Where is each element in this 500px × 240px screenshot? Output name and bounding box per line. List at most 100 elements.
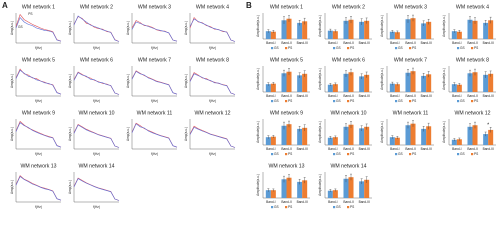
x-tick-label: Band-III — [359, 200, 370, 204]
x-axis-label: f(Hz) — [35, 152, 42, 156]
y-axis-label: Amp(a.u.) — [184, 74, 188, 88]
legend-label: PS — [412, 46, 416, 50]
bar — [426, 126, 432, 145]
bar — [286, 124, 292, 145]
bar — [364, 20, 370, 39]
legend-swatch — [347, 100, 350, 103]
axis — [15, 119, 61, 150]
error-bar — [288, 120, 291, 128]
x-tick-label: Band-II — [405, 94, 415, 98]
bar — [327, 30, 333, 39]
bar — [451, 31, 457, 39]
error-bar — [412, 120, 415, 127]
chart-title: WM network 14 — [330, 163, 366, 169]
bar — [327, 137, 333, 145]
x-tick-label: Band-II — [281, 41, 291, 45]
error-bar — [334, 188, 337, 192]
x-tick-label: Band-I — [452, 94, 462, 98]
legend-swatch — [347, 47, 350, 50]
error-bar — [468, 69, 471, 77]
x-tick-label: Band-I — [452, 147, 462, 151]
chart-title: WM network 3 — [138, 4, 171, 10]
error-bar — [474, 68, 477, 76]
spectrum-line — [73, 177, 120, 201]
legend-label: GS — [336, 205, 341, 209]
error-bar — [474, 17, 477, 24]
axis — [15, 66, 61, 97]
bar — [426, 21, 432, 39]
error-bar — [282, 175, 285, 183]
bar — [405, 19, 411, 39]
error-bar — [360, 178, 363, 184]
bar — [286, 177, 292, 198]
axis — [386, 119, 434, 146]
legend-swatch — [333, 100, 336, 103]
bar — [332, 137, 338, 145]
x-axis-label: f(Hz) — [93, 152, 100, 156]
y-axis-label: Amp(a.u.) — [68, 74, 72, 88]
bar — [405, 72, 411, 92]
spectrum-line — [15, 16, 62, 42]
error-bar — [334, 82, 337, 86]
spectrum-line — [131, 21, 178, 42]
spectrum-line — [189, 16, 236, 42]
x-tick-label: Band-III — [297, 41, 308, 45]
legend-label: PS — [474, 99, 478, 103]
error-bar — [272, 30, 275, 34]
chart-title: WM network 1 — [22, 4, 55, 10]
y-axis-label: Amp(a.u.) — [126, 21, 130, 35]
x-tick-label: Band-III — [483, 147, 494, 151]
x-tick-label: Band-I — [328, 41, 338, 45]
error-bar — [272, 82, 275, 85]
x-tick-label: Band-II — [281, 147, 291, 151]
error-bar — [303, 18, 306, 25]
spectrum-line — [73, 15, 120, 42]
axis — [324, 13, 372, 40]
legend-label: PS — [28, 12, 32, 16]
y-axis-label: Amplitude(a.u.) — [442, 68, 446, 90]
error-bar — [422, 126, 425, 132]
error-bar — [474, 121, 477, 129]
x-tick-label: Band-I — [266, 147, 276, 151]
bar — [394, 84, 400, 92]
error-bar — [468, 123, 471, 130]
axis — [73, 172, 119, 203]
x-axis-label: f(Hz) — [209, 99, 216, 103]
bar — [364, 126, 370, 145]
axis — [262, 172, 310, 199]
y-axis-label: Amp(a.u.) — [184, 21, 188, 35]
legend-label: PS — [350, 46, 354, 50]
spectrum-line — [73, 71, 120, 95]
bar — [483, 134, 489, 145]
x-tick-label: Band-I — [328, 94, 338, 98]
bar — [281, 179, 287, 198]
error-bar — [282, 16, 285, 24]
bar — [472, 72, 478, 92]
legend-label: GS — [274, 46, 279, 50]
bar — [483, 74, 489, 92]
legend-label: GS — [460, 152, 465, 156]
bar — [421, 23, 427, 39]
bar — [281, 73, 287, 92]
axis — [324, 172, 372, 199]
legend-label: PS — [350, 205, 354, 209]
legend-swatch — [271, 153, 274, 156]
spectrum-line — [189, 73, 236, 95]
y-axis-label: Amp(a.u.) — [10, 127, 14, 141]
x-tick-label: Band-II — [467, 41, 477, 45]
bar — [265, 84, 271, 92]
bar — [286, 71, 292, 92]
x-tick-label: Band-III — [359, 147, 370, 151]
bar — [394, 32, 400, 39]
error-bar — [288, 174, 291, 181]
bar — [302, 180, 308, 198]
bar — [343, 20, 349, 39]
axis — [73, 66, 119, 97]
error-bar — [350, 173, 353, 181]
legend-swatch — [409, 100, 412, 103]
x-tick-label: Band-II — [343, 200, 353, 204]
error-bar — [412, 14, 415, 22]
bar — [270, 31, 276, 39]
chart-title: WM network 6 — [332, 57, 365, 63]
spectrum-line — [131, 123, 178, 148]
